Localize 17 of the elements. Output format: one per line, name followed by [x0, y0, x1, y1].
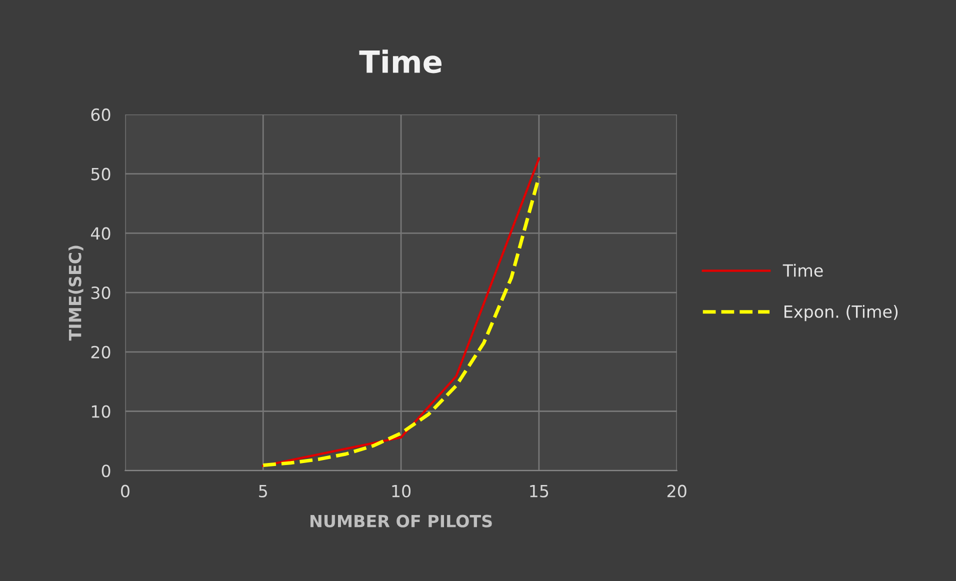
y-tick-label: 30 [91, 286, 110, 300]
y-axis-title: TIME(SEC) [68, 246, 84, 341]
x-tick-label: 0 [121, 484, 130, 498]
chart-title: Time [359, 50, 442, 74]
x-tick-label: 15 [530, 485, 548, 498]
x-tick-label: 5 [259, 485, 267, 498]
legend-label: Expon. (Time) [784, 305, 898, 322]
x-tick-label: 10 [392, 484, 411, 498]
y-tick-label: 60 [91, 108, 110, 122]
legend-label: Time [782, 264, 823, 277]
x-tick-label: 20 [667, 484, 686, 498]
y-tick-label: 20 [91, 346, 110, 358]
y-tick-label: 0 [102, 464, 110, 478]
y-tick-label: 10 [92, 405, 110, 418]
y-tick-label: 50 [91, 168, 110, 180]
x-axis-title: NUMBER OF PILOTS [310, 514, 492, 528]
y-tick-label: 40 [90, 227, 110, 240]
